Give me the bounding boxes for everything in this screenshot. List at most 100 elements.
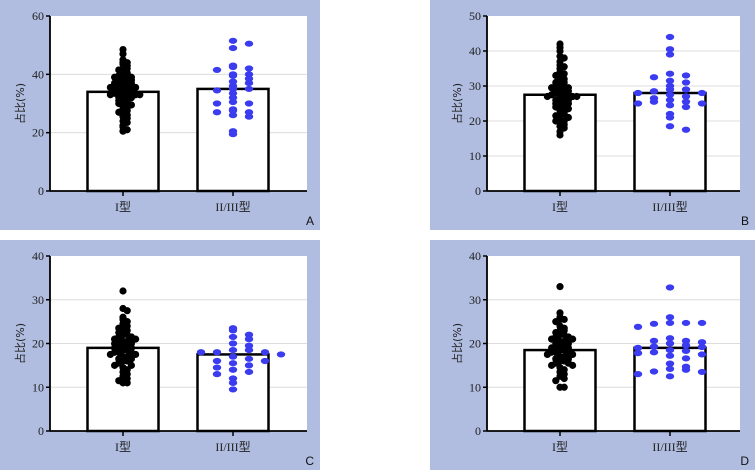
data-point — [697, 100, 707, 107]
data-point — [244, 336, 254, 343]
data-point — [665, 360, 675, 367]
data-point — [228, 353, 238, 360]
data-point — [244, 342, 254, 349]
panel-letter: C — [305, 454, 314, 468]
data-point — [665, 373, 675, 380]
data-point — [697, 343, 707, 351]
y-tick-label: 10 — [32, 380, 44, 394]
y-tick-label: 50 — [469, 9, 481, 23]
data-point — [244, 355, 254, 362]
panel-letter: A — [306, 214, 314, 228]
y-tick-label: 20 — [469, 337, 481, 351]
data-point — [649, 88, 659, 95]
data-point — [681, 347, 691, 355]
panel-B: 0 10 20 30 40 50 占比(%) I型 II/III型 B — [430, 0, 755, 230]
data-point — [649, 337, 659, 344]
data-point — [573, 92, 581, 101]
panel-letter: D — [740, 454, 749, 468]
data-point — [649, 320, 659, 327]
y-tick-label: 40 — [469, 249, 481, 263]
data-point — [228, 375, 238, 382]
data-point — [649, 343, 659, 350]
data-point — [119, 127, 127, 135]
data-point — [665, 352, 675, 359]
data-point — [212, 109, 222, 116]
data-point — [228, 327, 238, 334]
data-point — [665, 96, 675, 104]
data-point — [244, 362, 254, 369]
data-point — [697, 368, 707, 376]
y-tick-label: 20 — [32, 126, 44, 140]
data-point — [119, 50, 127, 58]
data-point — [681, 98, 691, 105]
data-point — [633, 350, 643, 357]
data-point — [681, 103, 691, 111]
data-point — [228, 90, 238, 97]
data-point — [681, 342, 691, 349]
y-axis-label: 占比(%) — [450, 323, 464, 364]
data-point — [633, 344, 643, 351]
data-point — [665, 91, 675, 98]
data-point — [665, 77, 675, 84]
data-point — [228, 386, 238, 393]
data-point — [228, 107, 238, 114]
y-tick-label: 30 — [469, 293, 481, 307]
data-point — [697, 351, 707, 358]
x-tick-label: II/III型 — [652, 440, 687, 454]
data-point — [106, 350, 114, 359]
data-point — [244, 40, 254, 47]
data-point — [556, 283, 564, 291]
bar-II/III型 — [633, 91, 707, 193]
y-tick-label: 30 — [32, 293, 44, 307]
data-point — [649, 98, 659, 105]
data-point — [196, 349, 206, 356]
data-point — [106, 91, 114, 99]
data-point — [665, 319, 675, 327]
data-point — [649, 349, 659, 356]
data-point — [560, 374, 568, 383]
y-axis-label: 占比(%) — [13, 323, 27, 364]
data-point — [560, 383, 568, 391]
x-tick-label: I型 — [552, 440, 568, 454]
data-point — [212, 100, 222, 107]
data-point — [681, 93, 691, 100]
data-point — [244, 109, 254, 116]
data-point — [697, 339, 707, 346]
data-point — [552, 377, 560, 385]
data-point — [244, 75, 254, 82]
data-point — [665, 51, 675, 58]
data-point — [244, 346, 254, 354]
data-point — [681, 355, 691, 362]
data-point — [556, 131, 564, 139]
data-point — [244, 85, 254, 93]
data-point — [681, 72, 691, 79]
panel-D: 0 10 20 30 40 占比(%) I型 II/III型 D — [430, 240, 755, 470]
data-point — [665, 335, 675, 342]
y-tick-label: 40 — [469, 44, 481, 58]
data-point — [111, 361, 119, 369]
y-tick-label: 20 — [32, 337, 44, 351]
data-point — [665, 70, 675, 77]
data-point — [543, 92, 551, 101]
data-point — [244, 100, 254, 107]
data-point — [212, 349, 222, 356]
data-point — [136, 91, 144, 99]
data-point — [633, 100, 643, 107]
data-point — [681, 337, 691, 344]
data-point — [228, 85, 238, 93]
y-tick-label: 60 — [32, 9, 44, 23]
data-point — [569, 361, 577, 369]
data-point — [212, 371, 222, 378]
bar-II/III型 — [633, 346, 707, 433]
data-point — [548, 361, 556, 369]
x-tick-label: I型 — [115, 440, 131, 454]
bar-II/III型 — [196, 87, 270, 193]
data-point — [649, 74, 659, 81]
data-point — [228, 366, 238, 373]
data-point — [276, 351, 286, 358]
data-point — [228, 72, 238, 79]
y-axis-label: 占比(%) — [450, 83, 464, 124]
data-point — [681, 366, 691, 373]
data-point — [556, 47, 564, 55]
data-point — [228, 346, 238, 354]
